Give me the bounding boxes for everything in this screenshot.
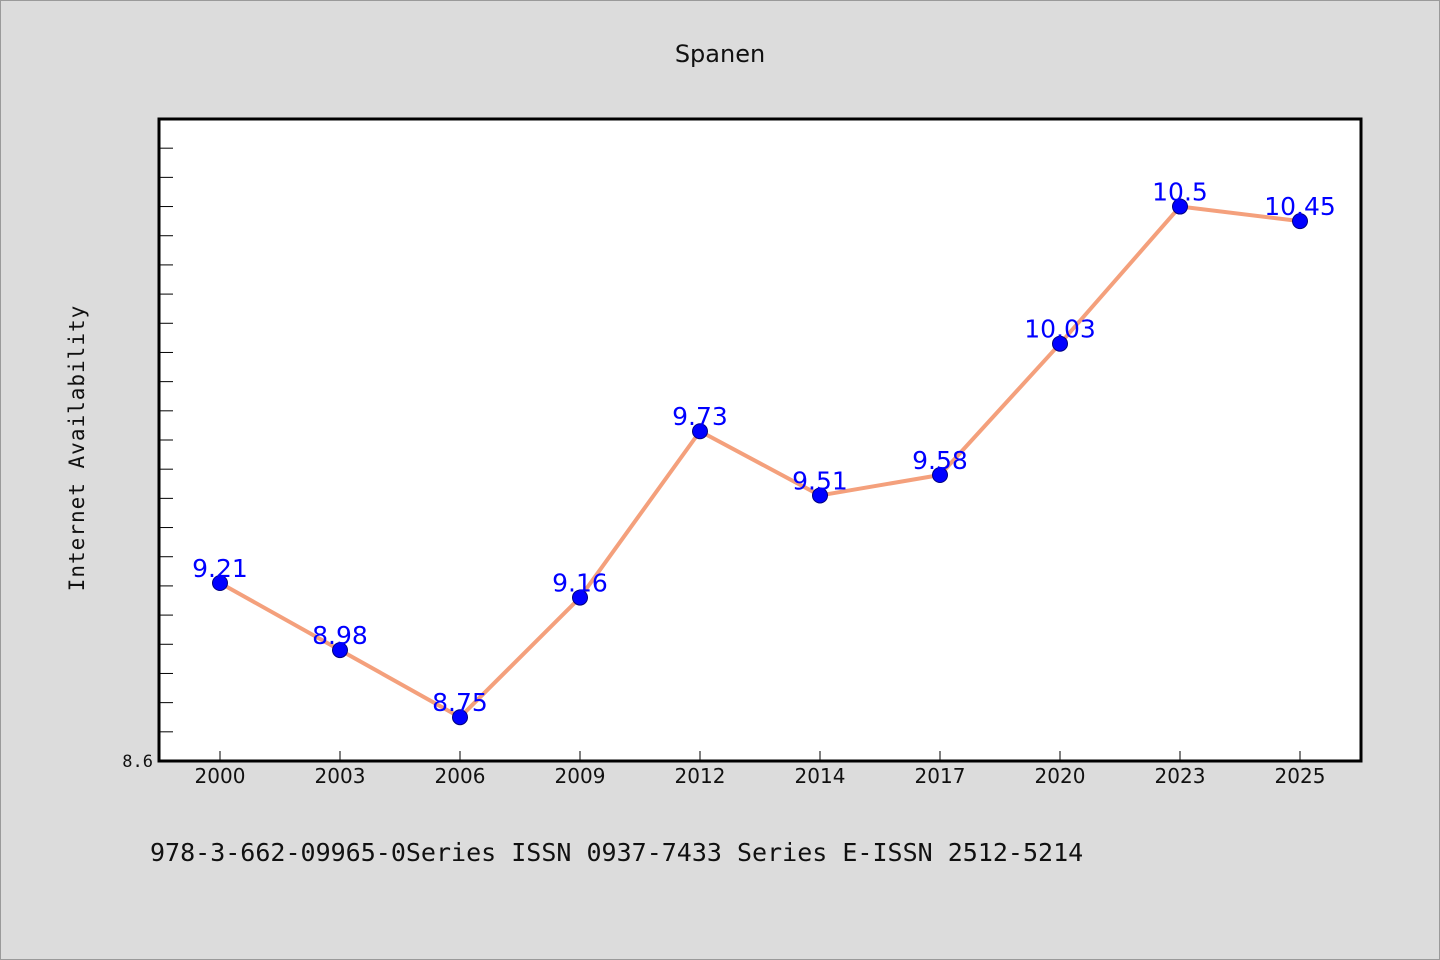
x-tick-label: 2025 (1275, 764, 1326, 788)
data-label: 9.16 (552, 569, 608, 598)
y-axis-ticks: 8.6 (122, 118, 173, 772)
x-tick-label: 2014 (795, 764, 846, 788)
data-point (812, 487, 828, 504)
x-tick-label: 2020 (1035, 764, 1086, 788)
x-tick-label: 2003 (315, 764, 366, 788)
series-line (219, 204, 1301, 720)
data-label: 10.45 (1264, 192, 1336, 221)
data-point (1292, 213, 1308, 230)
y-tick-label: 8.6 (122, 752, 153, 772)
data-label: 8.98 (312, 621, 368, 650)
data-point (332, 642, 348, 659)
footer-isbn-text: 978-3-662-09965-0Series ISSN 0937-7433 S… (150, 838, 1083, 867)
data-point (1172, 198, 1188, 215)
x-tick-label: 2023 (1155, 764, 1206, 788)
data-label: 10.03 (1024, 315, 1096, 344)
x-tick-label: 2012 (675, 764, 726, 788)
y-axis-title: Internet Availability (65, 305, 89, 592)
data-labels: 9.21 8.98 8.75 9.16 9.73 9.51 9.58 10.03 10.5 10.… (192, 178, 1336, 718)
data-point (1052, 335, 1068, 352)
data-point (212, 574, 228, 591)
x-tick-label: 2017 (915, 764, 966, 788)
series-line-group (219, 204, 1301, 720)
data-point (452, 709, 468, 726)
data-label: 8.75 (432, 688, 488, 717)
data-label: 9.51 (792, 466, 848, 495)
data-label: 9.21 (192, 554, 248, 583)
x-tick-label: 2006 (435, 764, 486, 788)
x-axis-ticks: 2000 2003 2006 2009 2012 2014 2017 2020 2023 2025 (195, 751, 1326, 788)
data-point (572, 589, 588, 606)
data-label: 10.5 (1152, 178, 1208, 207)
x-tick-label: 2009 (555, 764, 606, 788)
series-markers (212, 198, 1308, 726)
chart-title: Spanen (675, 40, 765, 68)
data-label: 9.58 (912, 446, 968, 475)
data-point (692, 423, 708, 440)
data-label: 9.73 (672, 402, 728, 431)
x-tick-label: 2000 (195, 764, 246, 788)
data-point (932, 467, 948, 484)
plot-area (157, 117, 1363, 763)
